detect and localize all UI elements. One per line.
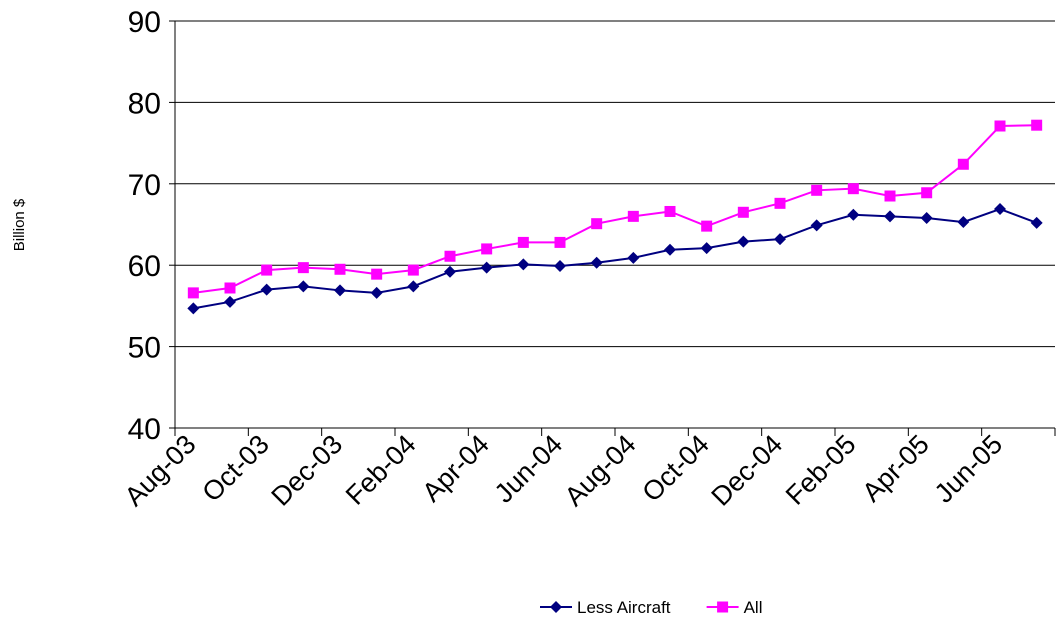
x-tick-label: Dec-03 [265, 429, 348, 512]
x-tick-labels: Aug-03Oct-03Dec-03Feb-04Apr-04Jun-04Aug-… [119, 429, 1008, 512]
data-point [957, 158, 969, 170]
data-point [407, 280, 420, 293]
y-tick-label: 70 [128, 169, 161, 202]
x-tick-label: Jun-05 [929, 429, 1009, 509]
x-tick-label: Apr-04 [416, 429, 495, 508]
series-less-aircraft [187, 203, 1043, 315]
data-point [811, 184, 823, 196]
data-point [297, 262, 309, 274]
data-point [847, 183, 859, 195]
data-point [517, 236, 529, 248]
data-point [187, 302, 200, 315]
x-tick-label: Aug-04 [559, 429, 642, 512]
data-point [444, 250, 456, 262]
y-tick-label: 60 [128, 250, 161, 283]
data-point [1030, 216, 1043, 229]
y-tick-label: 50 [128, 332, 161, 365]
legend-item: Less Aircraft [540, 598, 671, 617]
y-tick-label: 40 [128, 413, 161, 446]
data-point [627, 251, 640, 264]
x-tick-marks [174, 428, 1056, 436]
data-point [627, 210, 639, 222]
data-point [481, 243, 493, 255]
data-point [554, 236, 566, 248]
data-point [554, 260, 566, 273]
data-point [334, 263, 346, 275]
data-point [920, 211, 933, 224]
data-point [737, 235, 750, 248]
series-all [187, 119, 1043, 299]
data-point [370, 286, 383, 299]
data-point [957, 216, 970, 229]
legend-label: Less Aircraft [577, 598, 671, 617]
series-line [193, 207, 1038, 310]
data-point [334, 284, 346, 297]
data-point [774, 233, 786, 246]
series-line [193, 124, 1037, 294]
data-point [371, 268, 383, 280]
x-tick-label: Feb-04 [340, 429, 422, 511]
x-tick-label: Apr-05 [856, 429, 935, 508]
data-point [664, 243, 676, 256]
x-tick-label: Jun-04 [489, 429, 569, 509]
data-point [994, 203, 1006, 216]
x-tick-label: Feb-05 [780, 429, 862, 511]
data-point [700, 242, 713, 255]
data-point [187, 287, 199, 299]
data-point [1031, 119, 1043, 131]
data-point [444, 265, 456, 278]
data-point [480, 261, 493, 274]
data-point [737, 206, 749, 218]
legend-label: All [744, 598, 763, 617]
data-point [664, 205, 676, 217]
data-point [224, 282, 236, 294]
data-point [921, 187, 933, 199]
data-point [884, 190, 896, 202]
legend-item: All [706, 598, 763, 617]
data-point [260, 283, 273, 296]
y-tick-labels: 40 50 60 70 80 90 [128, 6, 161, 446]
x-tick-label: Oct-03 [196, 429, 275, 508]
data-point [407, 264, 419, 276]
data-point [261, 264, 273, 276]
data-point [224, 295, 236, 308]
x-tick-label: Dec-04 [705, 429, 788, 512]
legend: Less Aircraft All [540, 598, 763, 617]
data-point [297, 280, 310, 293]
y-tick-label: 90 [128, 6, 161, 39]
data-point [701, 220, 713, 232]
data-point [517, 258, 530, 271]
data-point [810, 219, 823, 232]
y-tick-label: 80 [128, 87, 161, 120]
x-tick-label: Oct-04 [636, 429, 715, 508]
data-point [884, 210, 896, 223]
legend-marker [717, 601, 729, 613]
series-layer [187, 119, 1043, 315]
axes [174, 21, 1055, 429]
gridlines [169, 20, 1055, 429]
data-point [591, 218, 603, 230]
data-point [590, 256, 603, 269]
data-point [774, 197, 786, 209]
data-point [847, 208, 860, 221]
data-point [994, 120, 1006, 132]
y-axis-label: Billion $ [11, 198, 28, 251]
legend-marker [550, 601, 562, 613]
